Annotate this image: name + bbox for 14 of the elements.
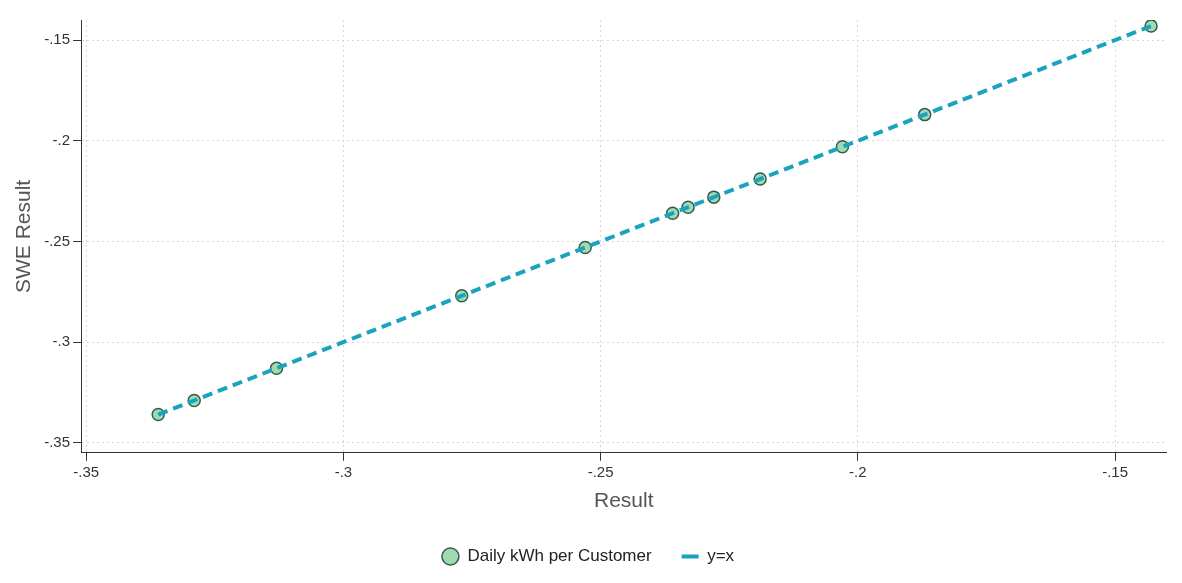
y-tick-label: -.35 bbox=[44, 432, 71, 450]
x-tick-label: -.25 bbox=[587, 462, 614, 480]
legend-label: y=x bbox=[707, 546, 735, 566]
x-tick-label: -.3 bbox=[334, 462, 353, 480]
x-tick-label: -.35 bbox=[73, 462, 100, 480]
x-tick-label: -.2 bbox=[849, 462, 867, 480]
y-tick-label: -.25 bbox=[44, 231, 71, 249]
y-axis-title: SWE Result bbox=[11, 179, 35, 293]
y-tick-label: -.15 bbox=[44, 30, 71, 48]
y-tick-label: -.2 bbox=[52, 130, 71, 148]
x-axis-title: Result bbox=[594, 488, 654, 512]
y-tick-label: -.3 bbox=[52, 332, 71, 350]
x-tick-label: -.15 bbox=[1102, 462, 1128, 480]
legend-label: Daily kWh per Customer bbox=[467, 546, 652, 566]
